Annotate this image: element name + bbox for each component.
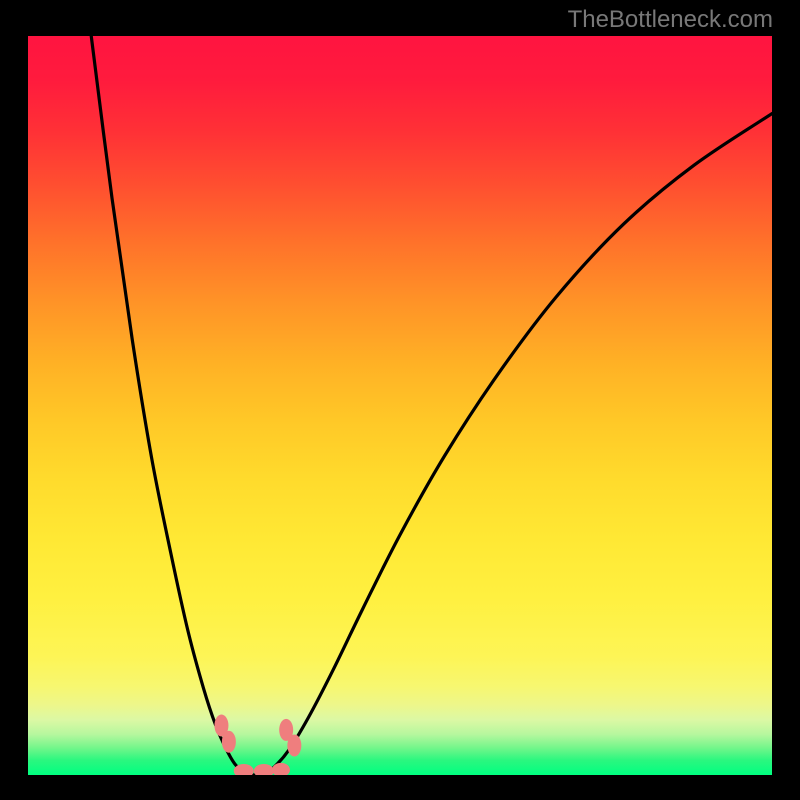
marker-3 (287, 734, 301, 756)
gradient-plot (28, 36, 772, 775)
chart-frame: TheBottleneck.com (0, 0, 800, 800)
marker-1 (222, 731, 236, 753)
gradient-background (28, 36, 772, 775)
watermark-label: TheBottleneck.com (568, 6, 773, 34)
